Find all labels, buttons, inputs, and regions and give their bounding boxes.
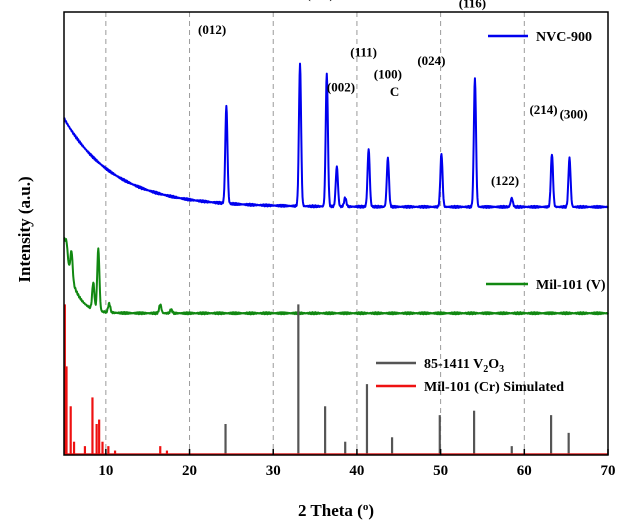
series-line	[64, 238, 608, 315]
x-tick-label: 50	[433, 463, 448, 479]
x-tick-label: 30	[266, 463, 281, 479]
x-tick-label: 40	[349, 463, 364, 479]
series-mil-101-v	[64, 238, 608, 315]
peak-label: (002)	[327, 80, 355, 95]
legend-item: 85-1411 V2O3	[376, 357, 504, 375]
legend-label: Mil-101 (Cr) Simulated	[424, 380, 564, 395]
peak-label: (012)	[198, 22, 226, 37]
x-tick-label: 20	[182, 463, 197, 479]
legend-label: 85-1411 V2O3	[424, 357, 504, 375]
peak-label: (122)	[491, 173, 519, 188]
peak-label: (100)	[374, 66, 402, 81]
peak-label: (116)	[459, 0, 486, 11]
peak-label: C	[390, 84, 399, 99]
legend-item: Mil-101 (V)	[486, 278, 606, 293]
x-axis-label: 2 Theta (o)	[298, 501, 374, 520]
peak-label: (110)	[306, 0, 333, 2]
legend: NVC-900 Mil-101 (V) 85-1411 V2O3 Mil-101 (C…	[376, 30, 606, 395]
peak-annotations: (012)(104)(110)(002)(111)(100)C(024)(116…	[198, 0, 588, 188]
x-tick-label: 60	[517, 463, 532, 479]
peak-label: (024)	[417, 53, 445, 68]
legend-label: NVC-900	[536, 30, 592, 45]
peak-label: (214)	[529, 102, 557, 117]
legend-item: NVC-900	[488, 30, 592, 45]
x-tick-label: 10	[98, 463, 113, 479]
x-tick-label: 70	[601, 463, 616, 479]
peak-label: (300)	[560, 106, 588, 121]
legend-item: Mil-101 (Cr) Simulated	[376, 380, 564, 395]
y-axis-label: Intensity (a.u.)	[15, 176, 34, 282]
series-layer	[64, 64, 608, 454]
peak-label: (111)	[350, 44, 377, 59]
legend-label: Mil-101 (V)	[536, 278, 606, 293]
